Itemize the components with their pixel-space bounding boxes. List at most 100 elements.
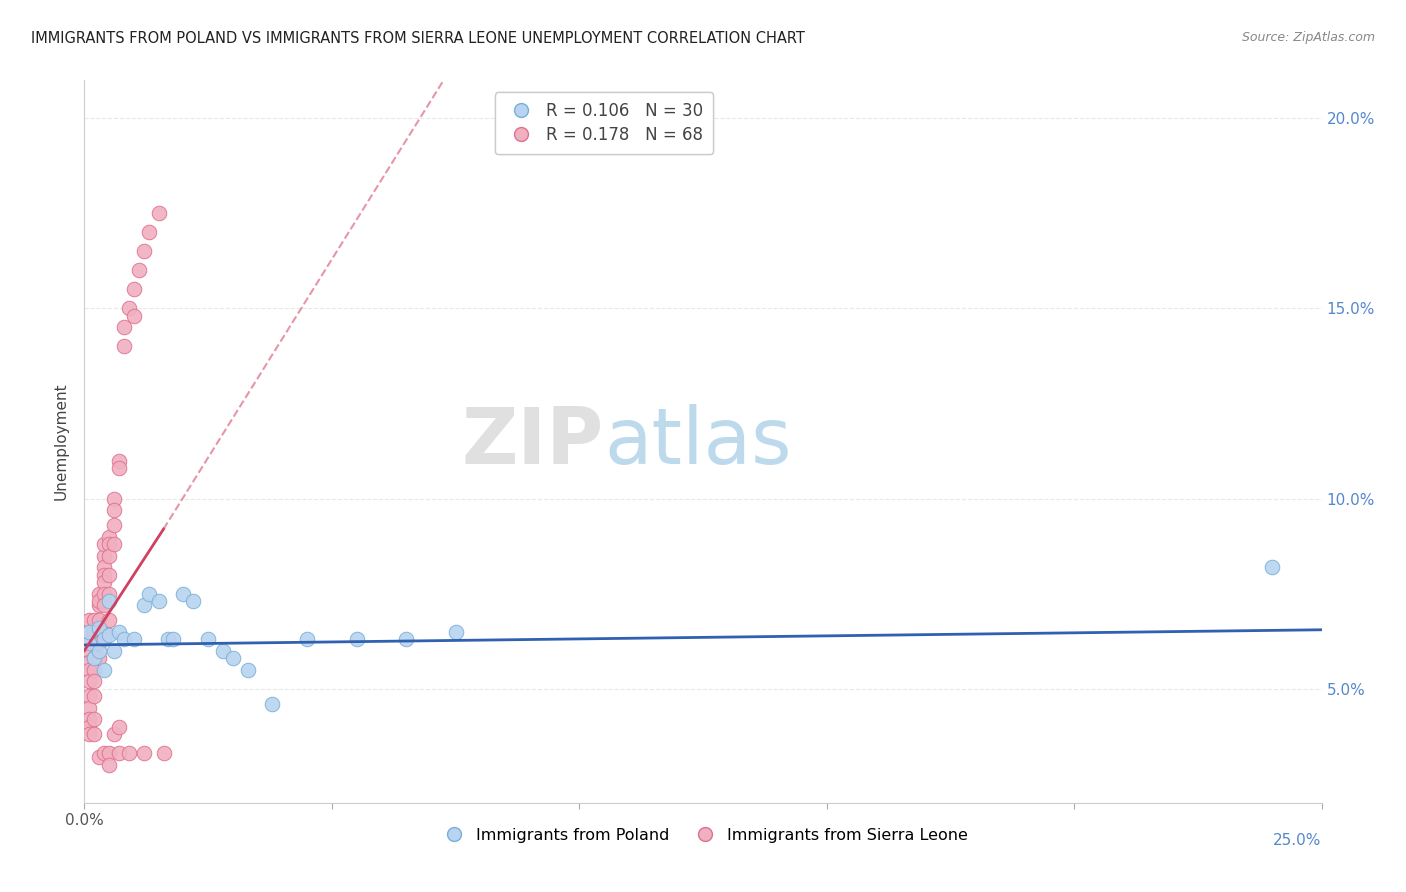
Point [103, 518, 125, 533]
Point [108, 747, 131, 761]
Point [98, 530, 121, 544]
Point [89, 750, 111, 764]
Point [98, 757, 121, 772]
Text: atlas: atlas [605, 403, 792, 480]
Point [79, 674, 101, 689]
Point [108, 624, 131, 639]
Point [79, 712, 101, 726]
Point [89, 587, 111, 601]
Point [157, 632, 180, 647]
Point [262, 697, 284, 711]
Point [138, 587, 160, 601]
Point [103, 491, 125, 506]
Point [93, 537, 115, 551]
Point [83, 632, 105, 647]
Point [112, 320, 135, 334]
Point [93, 549, 115, 563]
Point [83, 690, 105, 704]
Point [98, 747, 121, 761]
Point [98, 537, 121, 551]
Point [98, 567, 121, 582]
Point [93, 747, 115, 761]
Point [108, 453, 131, 467]
Point [98, 613, 121, 627]
Point [89, 643, 111, 657]
Point [1261, 560, 1284, 574]
Point [197, 632, 219, 647]
Point [79, 632, 101, 647]
Point [98, 587, 121, 601]
Point [93, 567, 115, 582]
Point [236, 663, 259, 677]
Point [212, 643, 235, 657]
Point [79, 613, 101, 627]
Point [93, 632, 115, 647]
Point [395, 632, 418, 647]
Point [79, 643, 101, 657]
Point [222, 651, 245, 665]
Point [98, 628, 121, 642]
Point [295, 632, 318, 647]
Point [112, 632, 135, 647]
Point [83, 712, 105, 726]
Point [89, 636, 111, 650]
Point [98, 594, 121, 608]
Point [89, 594, 111, 608]
Point [83, 636, 105, 650]
Point [79, 690, 101, 704]
Text: IMMIGRANTS FROM POLAND VS IMMIGRANTS FROM SIERRA LEONE UNEMPLOYMENT CORRELATION : IMMIGRANTS FROM POLAND VS IMMIGRANTS FRO… [31, 31, 804, 46]
Point [103, 537, 125, 551]
Point [444, 624, 467, 639]
Point [79, 720, 101, 734]
Point [118, 301, 141, 316]
Point [346, 632, 368, 647]
Point [132, 244, 155, 259]
Point [152, 747, 174, 761]
Point [98, 549, 121, 563]
Point [128, 263, 150, 277]
Point [103, 503, 125, 517]
Point [79, 727, 101, 741]
Point [138, 226, 160, 240]
Point [79, 624, 101, 639]
Point [89, 621, 111, 635]
Point [148, 206, 170, 220]
Point [93, 575, 115, 590]
Point [172, 587, 194, 601]
Point [79, 624, 101, 639]
Point [83, 624, 105, 639]
Point [122, 309, 145, 323]
Legend: Immigrants from Poland, Immigrants from Sierra Leone: Immigrants from Poland, Immigrants from … [432, 822, 974, 849]
Point [103, 727, 125, 741]
Point [83, 663, 105, 677]
Point [132, 747, 155, 761]
Point [83, 613, 105, 627]
Point [89, 613, 111, 627]
Point [79, 655, 101, 669]
Point [93, 663, 115, 677]
Point [89, 651, 111, 665]
Text: Source: ZipAtlas.com: Source: ZipAtlas.com [1241, 31, 1375, 45]
Point [108, 461, 131, 475]
Point [118, 747, 141, 761]
Point [83, 651, 105, 665]
Point [103, 643, 125, 657]
Point [93, 587, 115, 601]
Point [108, 720, 131, 734]
Point [93, 598, 115, 612]
Point [83, 651, 105, 665]
Point [93, 624, 115, 639]
Point [181, 594, 204, 608]
Point [122, 632, 145, 647]
Point [79, 636, 101, 650]
Text: ZIP: ZIP [461, 403, 605, 480]
Point [122, 282, 145, 296]
Point [79, 663, 101, 677]
Point [89, 598, 111, 612]
Y-axis label: Unemployment: Unemployment [53, 383, 69, 500]
Point [132, 598, 155, 612]
Point [83, 674, 105, 689]
Point [148, 594, 170, 608]
Point [79, 700, 101, 714]
Point [162, 632, 184, 647]
